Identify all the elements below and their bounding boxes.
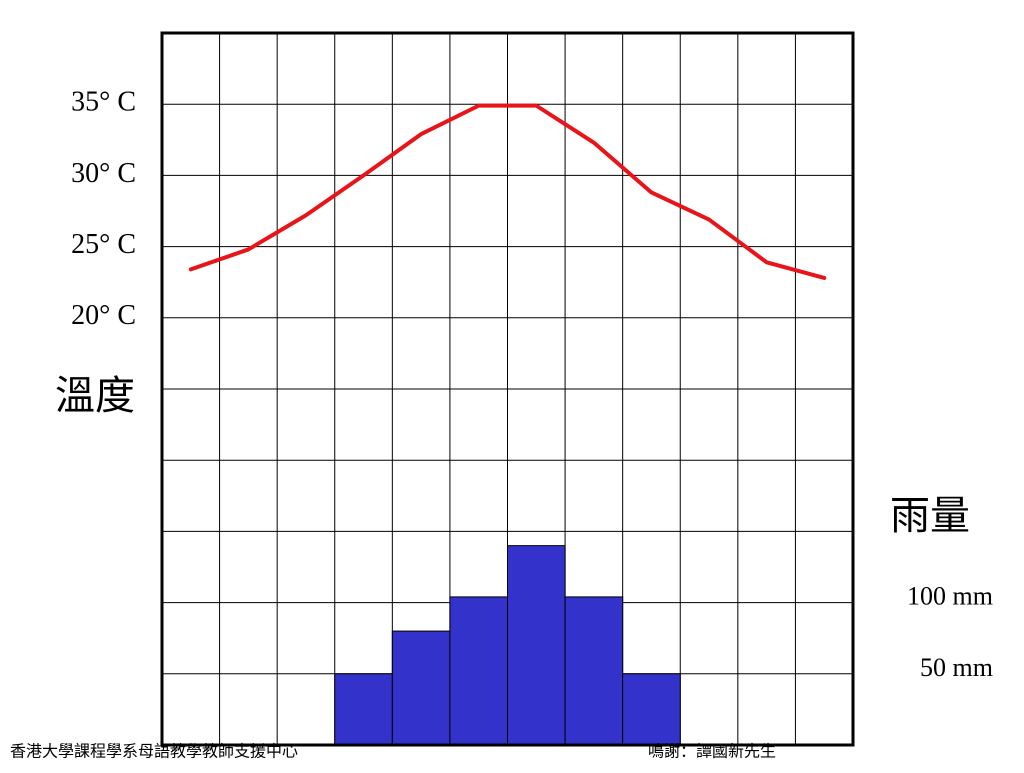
footer-left: 香港大學課程學系母語教學教師支援中心	[10, 743, 298, 761]
bar	[391, 630, 451, 746]
bar	[564, 596, 624, 746]
bar	[622, 673, 681, 746]
footer-right: 鳴謝：譚國新先生	[648, 743, 776, 761]
y-axis-label: 溫度	[55, 373, 135, 418]
y2-tick-label: 100 mm	[907, 582, 993, 611]
bar	[507, 545, 566, 746]
y-tick-label: 25° C	[71, 229, 136, 260]
plot-frame	[160, 31, 855, 747]
bar	[449, 596, 508, 746]
y2-tick-label: 50 mm	[920, 653, 993, 682]
temperature-line	[188, 103, 827, 280]
bar	[334, 673, 393, 746]
y-tick-label: 30° C	[71, 158, 136, 189]
plot	[188, 103, 827, 746]
y-tick-label: 20° C	[71, 300, 136, 331]
y-tick-label: 35° C	[71, 87, 136, 118]
y2-axis-label: 雨量	[890, 493, 970, 538]
